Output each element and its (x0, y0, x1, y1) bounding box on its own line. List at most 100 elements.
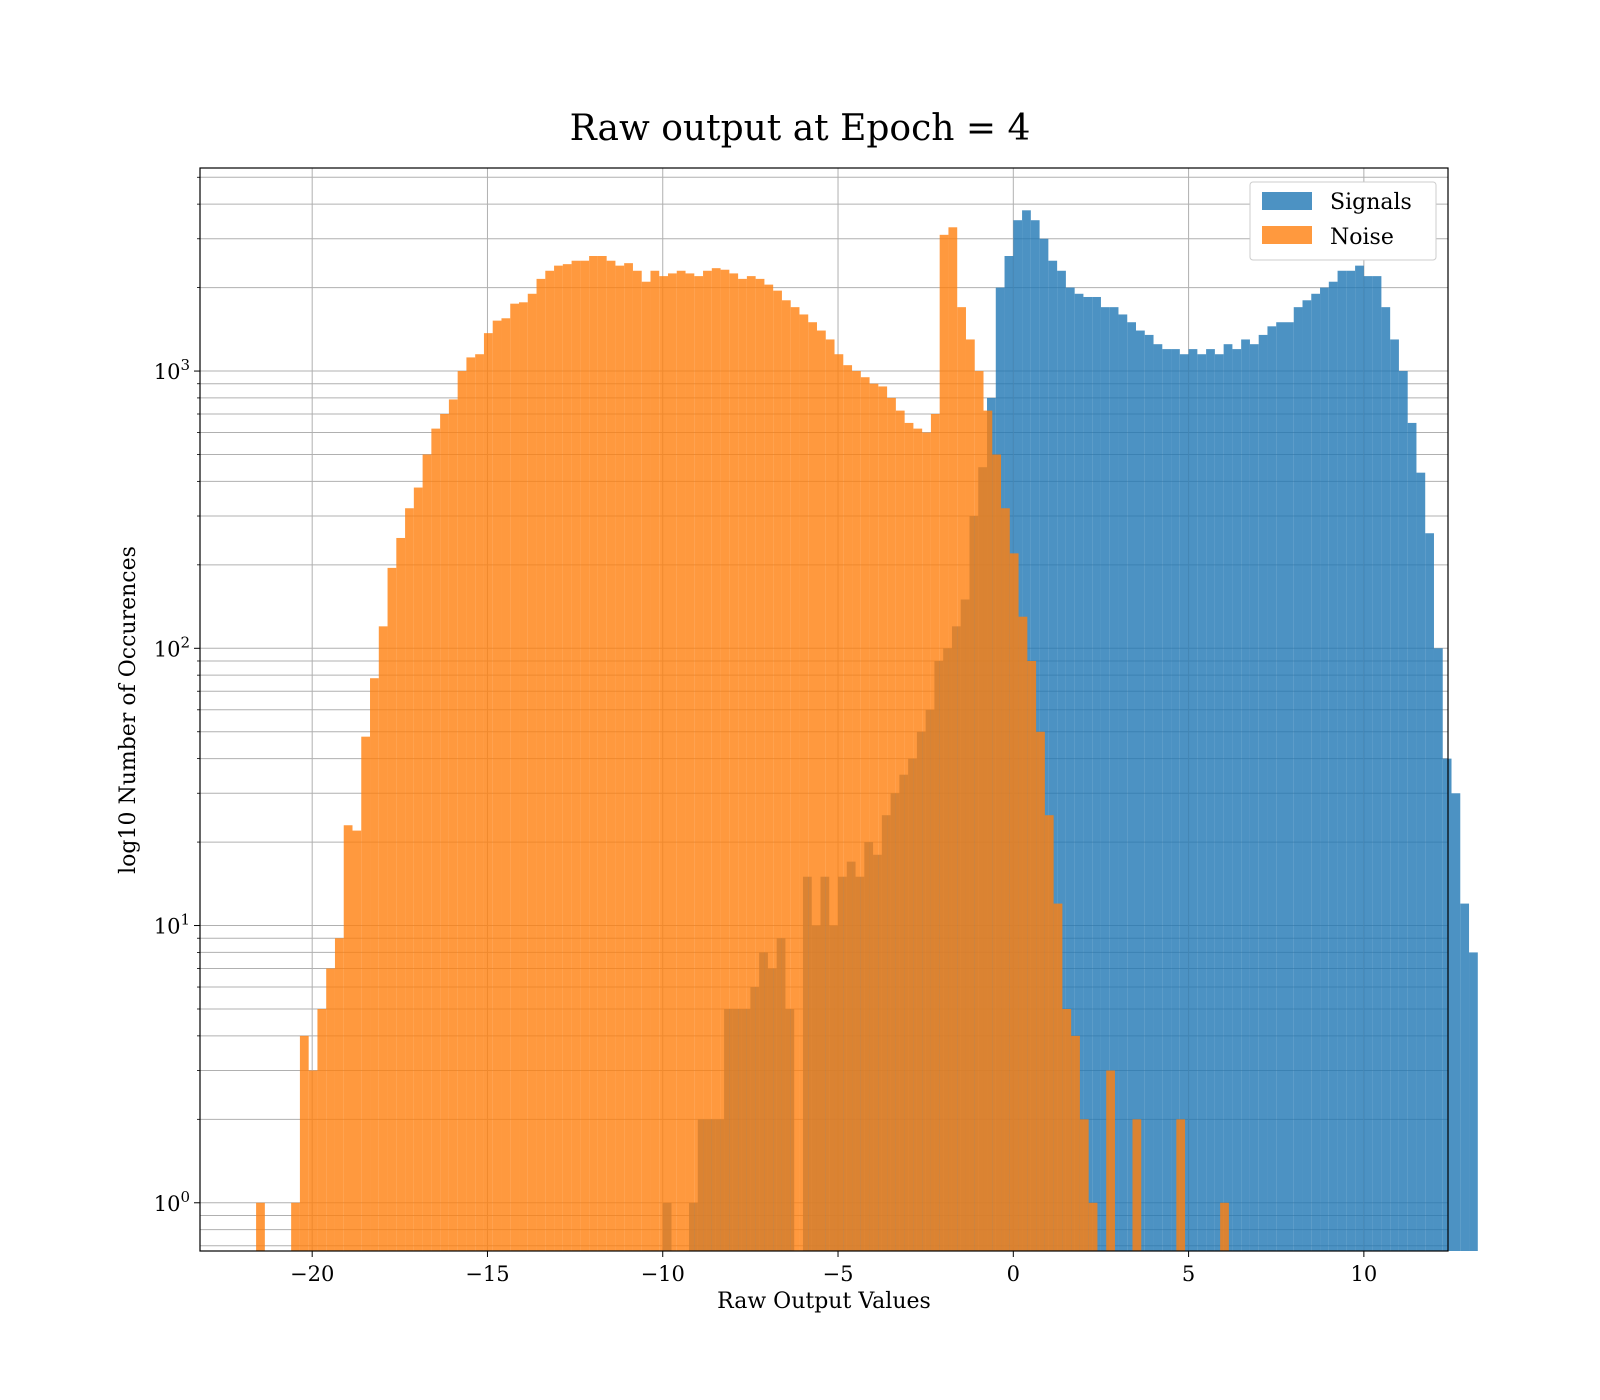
noise-bar (843, 365, 853, 1252)
signals-bar (1179, 354, 1189, 1252)
noise-bar (1062, 1008, 1072, 1251)
noise-bar (790, 307, 800, 1251)
noise-bar (632, 270, 642, 1252)
signals-bar (1469, 952, 1478, 1251)
signals-bar (1100, 307, 1110, 1251)
noise-bar (466, 357, 476, 1251)
noise-bar (922, 432, 931, 1252)
signals-bar (1136, 330, 1145, 1252)
noise-bar (326, 968, 335, 1251)
noise-bar (808, 322, 817, 1251)
noise-bar (746, 276, 756, 1251)
signals-bar (1398, 371, 1408, 1251)
signals-bar (1241, 339, 1250, 1251)
signals-bar (1197, 354, 1207, 1252)
noise-bar (396, 537, 406, 1251)
noise-bar (1176, 1119, 1186, 1251)
noise-bar (448, 399, 458, 1251)
y-tick-label: 102 (154, 633, 190, 661)
signals-bar (1381, 307, 1391, 1251)
y-tick-label: 100 (154, 1188, 190, 1216)
noise-bar (992, 454, 1002, 1251)
noise-bar (764, 284, 774, 1251)
noise-bar (834, 354, 844, 1252)
signals-bar (1171, 349, 1180, 1252)
legend: Signals Noise (1249, 181, 1437, 261)
noise-bar (659, 276, 668, 1251)
signals-bar (1223, 344, 1233, 1252)
noise-bar (930, 413, 940, 1252)
y-tick-label: 101 (154, 911, 190, 939)
noise-bar (483, 333, 493, 1252)
noise-bar (738, 278, 747, 1251)
noise-bar (720, 269, 730, 1251)
noise-bar (869, 383, 879, 1251)
noise-bar (501, 318, 511, 1251)
signals-bar (1425, 533, 1434, 1251)
signals-bar (1416, 472, 1426, 1252)
signals-bar (1153, 344, 1163, 1252)
noise-bar (1220, 1202, 1229, 1251)
noise-bar (904, 422, 914, 1251)
noise-bar (887, 397, 896, 1251)
noise-bar (361, 736, 371, 1251)
noise-bar (422, 454, 432, 1251)
noise-bar (597, 256, 607, 1251)
signals-bar (1451, 793, 1461, 1251)
noise-bar (299, 1035, 309, 1251)
signals-bar (1328, 281, 1338, 1252)
legend-swatch-noise (1262, 226, 1312, 244)
noise-bar (519, 302, 528, 1251)
noise-bar (1036, 731, 1045, 1251)
y-axis-ticks: 100 101 102 103 (154, 176, 200, 1216)
noise-bar (957, 307, 966, 1251)
noise-bar (1027, 660, 1037, 1251)
noise-bar (974, 371, 984, 1251)
legend-swatch-signals (1262, 192, 1312, 210)
signals-bar (1074, 293, 1084, 1251)
x-tick-label: −10 (641, 1262, 685, 1286)
signals-bar (1092, 296, 1101, 1251)
x-tick-label: 0 (1007, 1262, 1020, 1286)
signals-bar (1302, 300, 1312, 1251)
signals-bar (1433, 648, 1443, 1251)
noise-bar (378, 626, 388, 1251)
noise-bar (965, 339, 975, 1251)
signals-bar (1188, 349, 1198, 1252)
legend-label-signals: Signals (1330, 190, 1412, 215)
noise-bar (527, 293, 537, 1251)
noise-bar (256, 1202, 265, 1251)
signals-bar (1363, 276, 1373, 1251)
signals-bar (1267, 326, 1277, 1251)
noise-bar (694, 276, 704, 1251)
noise-bar (580, 260, 590, 1252)
x-tick-label: 10 (1350, 1262, 1377, 1286)
signals-bar (1390, 339, 1399, 1251)
noise-bar (492, 320, 502, 1251)
signals-bar (1206, 349, 1215, 1252)
signals-bar (1372, 276, 1382, 1251)
noise-bar (852, 371, 861, 1251)
y-axis-label: log10 Number of Occurences (116, 546, 141, 874)
signals-bar (1083, 296, 1093, 1251)
noise-bar (641, 281, 651, 1252)
signals-bar (1293, 307, 1303, 1251)
signals-bar (1127, 322, 1136, 1251)
noise-bar (773, 290, 782, 1252)
noise-bar (1018, 616, 1028, 1251)
noise-bar (562, 264, 572, 1252)
noise-bar (799, 314, 809, 1251)
noise-bar (1001, 508, 1010, 1251)
signals-bar (1284, 322, 1294, 1251)
noise-bar (676, 270, 686, 1252)
noise-bar (983, 410, 993, 1251)
signals-bar (1214, 354, 1224, 1252)
x-tick-label: −15 (465, 1262, 509, 1286)
noise-bar (948, 227, 958, 1252)
signals-bar (1355, 265, 1364, 1252)
noise-bar (755, 278, 765, 1251)
noise-bar (1079, 1119, 1089, 1251)
noise-bar (291, 1202, 300, 1251)
noise-bar (711, 268, 721, 1251)
